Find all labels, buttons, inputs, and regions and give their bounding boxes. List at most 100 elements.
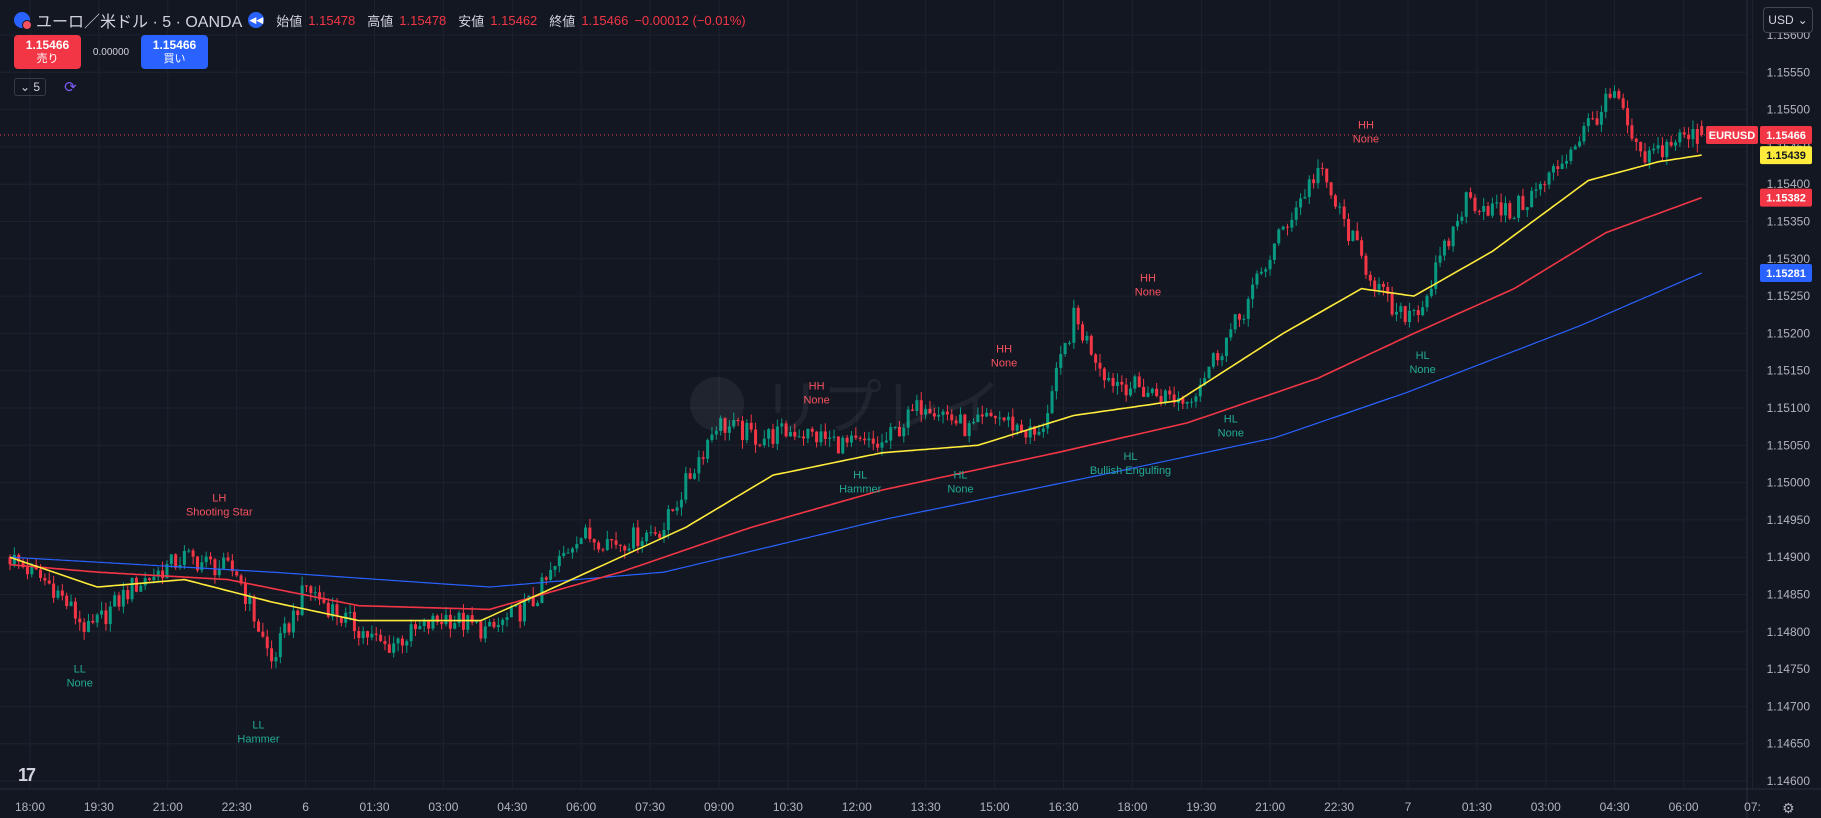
candle-body (592, 539, 596, 543)
candle-body (1172, 394, 1176, 403)
candle-body (897, 426, 901, 437)
candle-body (1355, 230, 1359, 241)
candle-body (566, 552, 570, 554)
pattern-label-low-name: None (1218, 428, 1244, 440)
price-tag-value: 1.15466 (1766, 130, 1806, 142)
candle-body (832, 436, 836, 438)
candle-body (758, 444, 762, 446)
candle-body (1190, 401, 1194, 403)
candle-body (313, 592, 317, 594)
candle-body (1290, 219, 1294, 228)
candle-body (863, 438, 867, 441)
candle-body (1394, 311, 1398, 315)
candle-body (605, 538, 609, 551)
pattern-label-low-name: None (1409, 364, 1435, 376)
candle-body (636, 527, 640, 547)
indicator-row: ⌄ 5 ⟳ (14, 78, 77, 96)
candle-body (1412, 310, 1416, 312)
candle-body (1229, 329, 1233, 338)
candle-body (165, 564, 169, 579)
candle-body (1521, 195, 1525, 211)
candle-body (1246, 298, 1250, 319)
candle-body (854, 435, 858, 438)
interval-toggle[interactable]: ⌄ 5 (14, 78, 47, 96)
candle-body (1595, 118, 1599, 125)
candle-body (217, 568, 221, 576)
candle-body (1072, 307, 1076, 343)
sell-button[interactable]: 1.15466 売り (14, 35, 81, 69)
candle-body (911, 409, 915, 411)
candle-body (932, 413, 936, 417)
candle-body (876, 443, 880, 448)
candle-body (544, 577, 548, 580)
x-tick-label: 13:30 (911, 800, 941, 814)
candle-body (1041, 428, 1045, 432)
candle-body (919, 400, 923, 415)
settings-icon[interactable]: ⚙ (1782, 800, 1795, 816)
currency-select[interactable]: USD ⌄ (1763, 7, 1813, 33)
candle-body (182, 550, 186, 566)
candle-body (117, 595, 121, 607)
candle-body (440, 622, 444, 625)
candle-body (1146, 392, 1150, 397)
sync-icon[interactable]: ⟳ (64, 79, 77, 96)
candle-body (1399, 306, 1403, 312)
candle-body (505, 617, 509, 620)
candle-body (540, 577, 544, 604)
candle-body (754, 429, 758, 445)
close-value: 1.15466 (581, 12, 629, 28)
candle-body (1534, 189, 1538, 191)
symbol-title[interactable]: ユーロ／米ドル · 5 · OANDA (36, 14, 243, 31)
pattern-label-high-name: None (803, 395, 829, 407)
candle-body (1586, 118, 1590, 127)
y-tick-label: 1.15550 (1767, 65, 1811, 79)
candle-body (736, 420, 740, 422)
replay-icon[interactable]: ◀◀ (248, 12, 265, 28)
candle-body (815, 431, 819, 443)
candle-body (1268, 259, 1272, 270)
candle-body (383, 641, 387, 645)
candle-body (1155, 388, 1159, 397)
candle-body (788, 431, 792, 437)
candle-body (880, 442, 884, 448)
candle-body (1037, 431, 1041, 435)
candle-body (1512, 217, 1516, 219)
candle-body (915, 400, 919, 411)
x-tick-label: 21:00 (1255, 800, 1285, 814)
candle-body (239, 575, 243, 584)
candle-body (802, 436, 806, 439)
candle-body (1011, 416, 1015, 431)
candle-body (749, 422, 753, 430)
interval-value: 5 (33, 80, 41, 94)
candle-body (906, 409, 910, 428)
candle-body (845, 437, 849, 443)
buy-button[interactable]: 1.15466 買い (141, 35, 208, 69)
candle-body (248, 596, 252, 604)
pattern-label-low: LL (74, 663, 86, 675)
candle-body (954, 420, 958, 424)
candle-body (1390, 293, 1394, 315)
candle-body (1312, 179, 1316, 184)
candle-body (1525, 207, 1529, 211)
candle-body (1299, 198, 1303, 208)
candle-body (588, 527, 592, 540)
candle-body (1020, 424, 1024, 432)
candle-body (431, 615, 435, 629)
candle-body (618, 544, 622, 546)
buy-price: 1.15466 (152, 38, 197, 52)
candle-body (257, 621, 261, 632)
candle-body (1373, 280, 1377, 290)
ma-slow-line (9, 272, 1702, 588)
candle-body (714, 430, 718, 435)
symbol-icon[interactable] (14, 12, 32, 30)
candle-body (1277, 229, 1281, 244)
candle-body (143, 578, 147, 586)
pattern-label-low-name: Bullish Engulfing (1090, 465, 1171, 477)
candle-body (488, 621, 492, 627)
x-tick-label: 04:30 (1600, 800, 1630, 814)
candle-body (928, 408, 932, 414)
tradingview-logo[interactable]: 17 (18, 765, 36, 785)
candle-body (1303, 196, 1307, 199)
x-tick-label: 19:30 (84, 800, 114, 814)
